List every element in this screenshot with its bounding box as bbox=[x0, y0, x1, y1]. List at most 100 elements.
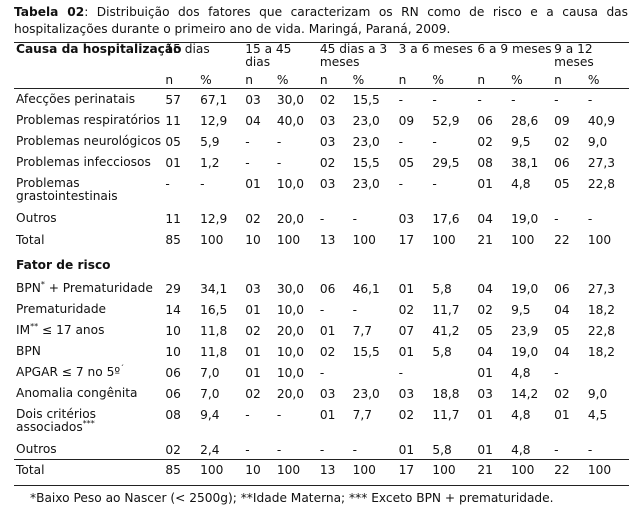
table-cell: - bbox=[352, 211, 358, 226]
row-label: IM** ≤ 17 anos bbox=[14, 320, 163, 341]
table-cell: 02 bbox=[245, 211, 261, 226]
data-table: Causa da hospitalização 15 dias 15 a 45 … bbox=[14, 42, 629, 486]
subheader-pct: % bbox=[585, 73, 629, 89]
table-cell: 30,0 bbox=[276, 281, 305, 296]
table-cell: - bbox=[587, 93, 593, 107]
table-cell bbox=[586, 362, 629, 383]
table-cell: 46,1 bbox=[352, 281, 380, 296]
table-cell: 05 bbox=[398, 155, 415, 170]
table-cell: 34,1 bbox=[200, 281, 228, 296]
row-label-text: Outros bbox=[16, 441, 57, 456]
table-cell: 02 bbox=[554, 134, 570, 149]
table-cell: 67,1 bbox=[200, 93, 228, 107]
row-label: Outros bbox=[14, 439, 163, 460]
table-row: IM** ≤ 17 anos 10 11,8 02 20,0 01 7,7 07 41,2 05 2… bbox=[14, 320, 629, 341]
total-row: Total 85 100 10 100 13 100 17 100 21 100 22 100 bbox=[14, 229, 629, 256]
table-cell: 7,7 bbox=[352, 407, 372, 422]
table-cell: 29,5 bbox=[432, 155, 460, 170]
table-cell: 10,0 bbox=[276, 302, 305, 317]
table-cell: 02 bbox=[477, 134, 493, 149]
table-cell: 27,3 bbox=[587, 155, 616, 170]
table-cell: 10,0 bbox=[276, 365, 305, 380]
table-cell: 38,1 bbox=[511, 155, 539, 170]
table-cell: 10 bbox=[245, 232, 261, 247]
table-row: Problemas grastointestinais - - 01 10,0 03 23,… bbox=[14, 173, 629, 208]
table-cell: - bbox=[352, 302, 358, 317]
table-cell: 04 bbox=[554, 302, 570, 317]
table-cell: - bbox=[432, 134, 437, 149]
table-cell: 23,0 bbox=[352, 176, 380, 191]
table-cell: 10 bbox=[165, 344, 181, 359]
table-cell: - bbox=[587, 442, 593, 457]
table-cell: - bbox=[245, 155, 250, 170]
table-cell: 02 bbox=[245, 386, 261, 401]
row-label: BPN bbox=[14, 341, 163, 362]
table-row: Afecções perinatais 57 67,1 03 30,0 02 15,5 - - -… bbox=[14, 89, 629, 110]
table-cell: 02 bbox=[245, 323, 261, 338]
table-row: Prematuridade 14 16,5 01 10,0- -02 11,7 02 9,5 04… bbox=[14, 299, 629, 320]
row-label-rest: ≤ 17 anos bbox=[38, 322, 105, 337]
table-cell: 20,0 bbox=[276, 386, 305, 401]
row-label-sup: ** bbox=[30, 321, 39, 331]
table-cell: 14 bbox=[165, 302, 181, 317]
footnote: *Baixo Peso ao Nascer (< 2500g); **Idade… bbox=[30, 491, 554, 505]
table-cell: 5,8 bbox=[432, 344, 452, 359]
table-cell: 85 bbox=[165, 232, 181, 247]
table-cell: 05 bbox=[554, 176, 570, 191]
table-cell: 14,2 bbox=[511, 386, 539, 401]
table-cell bbox=[351, 362, 397, 383]
table-cell: 01 bbox=[398, 442, 415, 457]
table-row: APGAR ≤ 7 no 5º´ 06 7,0 01 10,0- -01 4,8- bbox=[14, 362, 629, 383]
table-cell: 06 bbox=[477, 113, 493, 128]
table-cell: 02 bbox=[554, 386, 570, 401]
table-cell: - bbox=[398, 176, 404, 191]
table-cell: 100 bbox=[276, 232, 301, 247]
table-cell: 100 bbox=[432, 232, 456, 247]
total-label: Total bbox=[14, 459, 164, 486]
group-header: 15 dias bbox=[163, 42, 244, 73]
group-header: 3 a 6 meses bbox=[396, 42, 476, 73]
table-cell: 02 bbox=[319, 93, 336, 107]
table-cell: 100 bbox=[587, 232, 612, 247]
table-cell: 05 bbox=[477, 323, 493, 338]
table-cell: 9,4 bbox=[200, 407, 220, 422]
table-cell: 21 bbox=[477, 232, 493, 247]
table-cell: 1,2 bbox=[200, 155, 220, 170]
table-cell: 30,0 bbox=[276, 93, 305, 107]
table-cell: 01 bbox=[477, 407, 493, 422]
table-row: Anomalia congênita 06 7,0 02 20,0 03 23,0 03 18,… bbox=[14, 383, 629, 404]
table-cell: 9,5 bbox=[511, 302, 531, 317]
table-cell: 22 bbox=[554, 232, 570, 247]
table-cell: 16,5 bbox=[200, 302, 228, 317]
table-cell: - bbox=[511, 93, 516, 107]
table-cell: - bbox=[398, 365, 404, 380]
table-cell: 29 bbox=[165, 281, 181, 296]
table-cell: - bbox=[554, 93, 559, 107]
table-cell: 08 bbox=[477, 155, 493, 170]
table-cell: 7,7 bbox=[352, 323, 372, 338]
row-label: Outros bbox=[16, 210, 57, 225]
table-cell: 2,4 bbox=[200, 442, 220, 457]
table-cell: 18,2 bbox=[587, 344, 616, 359]
table-cell: 22 bbox=[552, 459, 586, 486]
table-cell: 02 bbox=[477, 302, 493, 317]
row-label: BPN* + Prematuridade bbox=[14, 278, 163, 299]
row-label-text: BPN bbox=[16, 343, 41, 358]
table-cell: 02 bbox=[165, 442, 181, 457]
table-cell: 05 bbox=[165, 134, 181, 149]
table-row: Problemas respiratórios 11 12,9 04 40,0 03 23,… bbox=[14, 110, 629, 131]
table-cell: 01 bbox=[398, 281, 415, 296]
table-cell: - bbox=[319, 302, 325, 317]
subheader-n: n bbox=[396, 73, 431, 89]
group-header: 6 a 9 meses bbox=[475, 42, 553, 73]
table-cell: - bbox=[319, 442, 325, 457]
table-cell: 01 bbox=[554, 407, 570, 422]
table-cell: 10 bbox=[165, 323, 181, 338]
table-cell: - bbox=[276, 155, 282, 170]
table-cell: 04 bbox=[245, 113, 261, 128]
table-cell: 10,0 bbox=[276, 176, 305, 191]
table-cell: 03 bbox=[245, 281, 261, 296]
table-cell: 100 bbox=[511, 232, 535, 247]
table-cell: 5,8 bbox=[432, 442, 452, 457]
subheader-n: n bbox=[317, 73, 351, 89]
